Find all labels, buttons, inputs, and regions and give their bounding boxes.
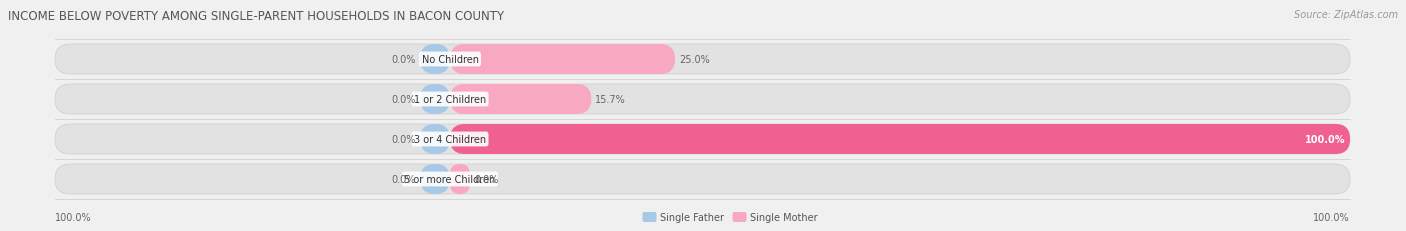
Text: Single Father: Single Father [661,212,724,222]
FancyBboxPatch shape [450,164,470,194]
FancyBboxPatch shape [420,45,450,75]
Text: Single Mother: Single Mother [751,212,818,222]
FancyBboxPatch shape [420,164,450,194]
FancyBboxPatch shape [55,125,1350,154]
FancyBboxPatch shape [55,85,1350,115]
Text: 0.0%: 0.0% [474,174,498,184]
FancyBboxPatch shape [420,85,450,115]
Text: 0.0%: 0.0% [392,55,416,65]
FancyBboxPatch shape [450,45,675,75]
Text: 0.0%: 0.0% [392,174,416,184]
Text: 100.0%: 100.0% [55,212,91,222]
Text: 1 or 2 Children: 1 or 2 Children [413,94,486,105]
Text: 100.0%: 100.0% [1313,212,1350,222]
FancyBboxPatch shape [450,125,1350,154]
Text: Source: ZipAtlas.com: Source: ZipAtlas.com [1294,10,1398,20]
FancyBboxPatch shape [450,85,592,115]
Text: 100.0%: 100.0% [1305,134,1346,144]
FancyBboxPatch shape [55,164,1350,194]
Text: 25.0%: 25.0% [679,55,710,65]
Text: 3 or 4 Children: 3 or 4 Children [413,134,486,144]
FancyBboxPatch shape [643,212,657,222]
Text: No Children: No Children [422,55,478,65]
Text: INCOME BELOW POVERTY AMONG SINGLE-PARENT HOUSEHOLDS IN BACON COUNTY: INCOME BELOW POVERTY AMONG SINGLE-PARENT… [8,10,505,23]
FancyBboxPatch shape [55,45,1350,75]
Text: 0.0%: 0.0% [392,94,416,105]
Text: 5 or more Children: 5 or more Children [405,174,496,184]
Text: 15.7%: 15.7% [595,94,626,105]
Text: 0.0%: 0.0% [392,134,416,144]
FancyBboxPatch shape [420,125,450,154]
FancyBboxPatch shape [733,212,747,222]
